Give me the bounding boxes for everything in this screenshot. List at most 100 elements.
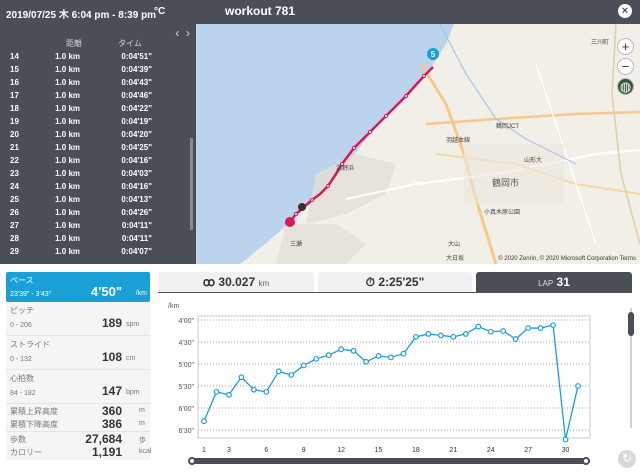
stride-stat[interactable]: ストライド 0 - 132 108 cm	[6, 336, 150, 370]
pace-data-point[interactable]	[338, 346, 345, 353]
lap-time: 0:04'11"	[121, 234, 152, 243]
pace-data-point[interactable]	[537, 325, 544, 331]
pace-data-point[interactable]	[413, 333, 419, 340]
chevron-right-icon[interactable]: ›	[186, 26, 190, 40]
pace-data-point[interactable]	[288, 372, 295, 378]
route-map[interactable]: 5 三川町 鶴岡JCT 山形大 鶴岡市 湯野浜 小真木原公園 大山 三瀬 大日坂…	[196, 24, 640, 264]
lap-number: 25	[10, 195, 19, 204]
map-layer-icon[interactable]: ◍	[617, 78, 634, 95]
vscroll-thumb[interactable]	[628, 312, 634, 336]
pace-data-point[interactable]	[425, 331, 432, 337]
pace-data-point[interactable]	[400, 350, 407, 357]
lap-number: 21	[10, 143, 19, 152]
range-start-handle[interactable]	[188, 457, 196, 465]
lap-number: 18	[10, 104, 19, 113]
chart-y-tick-label: 4'30"	[178, 340, 194, 347]
lap-row[interactable]: 23 1.0 km 0:04'03"	[0, 168, 196, 181]
lap-row[interactable]: 25 1.0 km 0:04'13"	[0, 194, 196, 207]
steps-value: 27,684	[85, 432, 122, 446]
lap-time: 0:04'22"	[121, 104, 152, 113]
pace-data-point[interactable]	[475, 323, 482, 330]
pace-data-point[interactable]	[388, 354, 394, 361]
steps-label: 歩数	[10, 435, 26, 444]
terrain-area	[306, 154, 396, 224]
pace-data-point[interactable]	[275, 368, 282, 375]
pace-data-point[interactable]	[350, 347, 357, 354]
pace-data-point[interactable]	[487, 328, 494, 335]
heart-rate-stat[interactable]: 心拍数 84 - 182 147 bpm	[6, 370, 150, 404]
pace-data-point[interactable]	[512, 336, 519, 342]
pace-data-point[interactable]	[238, 374, 245, 381]
chart-vertical-scrollbar[interactable]	[628, 308, 634, 428]
tab-time[interactable]: ⏱ 2:25'25"	[318, 272, 472, 292]
pace-data-point[interactable]	[201, 418, 207, 425]
lap-number: 14	[10, 52, 19, 61]
pace-data-point[interactable]	[263, 388, 270, 395]
lap-row[interactable]: 17 1.0 km 0:04'46"	[0, 90, 196, 103]
tab-distance[interactable]: ꝏ 30.027 km	[158, 272, 314, 292]
pace-value: 4'50"	[91, 284, 122, 299]
road	[611, 24, 640, 245]
pace-data-point[interactable]	[250, 386, 257, 393]
steps-calories-stat[interactable]: 歩数 27,684 歩 カロリー 1,191 kcal	[6, 432, 151, 460]
chart-y-tick-label: 5'30"	[178, 384, 194, 391]
heart-rate-label: 心拍数	[10, 374, 34, 383]
pace-data-point[interactable]	[525, 325, 532, 331]
pace-data-point[interactable]	[500, 328, 507, 334]
pace-data-point[interactable]	[437, 332, 444, 339]
lap-row[interactable]: 22 1.0 km 0:04'16"	[0, 155, 196, 168]
chevron-left-icon[interactable]: ‹	[175, 26, 180, 40]
chart-range-slider[interactable]	[188, 457, 590, 465]
lap-row[interactable]: 28 1.0 km 0:04'11"	[0, 233, 196, 246]
close-icon[interactable]: ×	[618, 4, 632, 18]
lap-row[interactable]: 20 1.0 km 0:04'20"	[0, 129, 196, 142]
pace-data-point[interactable]	[325, 352, 332, 359]
pace-data-point[interactable]	[363, 358, 369, 365]
lap-row[interactable]: 16 1.0 km 0:04'43"	[0, 77, 196, 90]
lap-row[interactable]: 21 1.0 km 0:04'25"	[0, 142, 196, 155]
pace-data-point[interactable]	[550, 322, 556, 329]
pitch-stat[interactable]: ピッチ 0 - 206 189 spm	[6, 302, 150, 336]
pitch-value: 189	[101, 316, 122, 330]
lap-time: 0:04'03"	[121, 169, 152, 178]
pace-data-point[interactable]	[462, 331, 469, 337]
lap-row[interactable]: 18 1.0 km 0:04'22"	[0, 103, 196, 116]
lap-row[interactable]: 24 1.0 km 0:04'16"	[0, 181, 196, 194]
chart-x-tick-label: 24	[487, 447, 495, 454]
zoom-in-button[interactable]: +	[617, 38, 634, 55]
pace-stat[interactable]: ペース 23'39" - 3'43" 4'50" /km	[6, 272, 150, 302]
lap-row[interactable]: 15 1.0 km 0:04'39"	[0, 64, 196, 77]
pace-range: 23'39" - 3'43"	[10, 291, 52, 298]
tab-lap[interactable]: LAP 31	[476, 272, 632, 292]
zoom-out-button[interactable]: −	[617, 58, 634, 75]
pace-chart[interactable]: /km 4'00" 4'30" 5'00" 5'30" 6'00" 6'30" 1 3 6 9 12 1…	[160, 296, 618, 466]
start-marker[interactable]	[427, 48, 439, 60]
end-marker[interactable]	[285, 217, 295, 227]
svg-text:羽越本線: 羽越本線	[446, 136, 470, 144]
lap-row[interactable]: 29 1.0 km 0:04'07"	[0, 246, 196, 259]
pace-data-point[interactable]	[575, 383, 581, 389]
pace-data-point[interactable]	[562, 436, 569, 443]
pitch-label: ピッチ	[10, 306, 34, 315]
chart-y-tick-label: 6'00"	[178, 406, 194, 413]
pace-data-point[interactable]	[313, 355, 320, 362]
lap-scrollbar[interactable]	[190, 138, 193, 230]
lap-row[interactable]: 14 1.0 km 0:04'51"	[0, 51, 196, 64]
range-end-handle[interactable]	[582, 457, 590, 465]
elevation-stat[interactable]: 累積上昇高度 360 m 累積下降高度 386 m	[6, 404, 150, 432]
lap-table-header: 距離 タイム	[0, 38, 196, 50]
chart-y-unit: /km	[168, 303, 179, 310]
reset-zoom-icon[interactable]: ↻	[618, 450, 636, 468]
lap-row[interactable]: 27 1.0 km 0:04'11"	[0, 220, 196, 233]
lap-row[interactable]: 19 1.0 km 0:04'19"	[0, 116, 196, 129]
pace-data-point[interactable]	[226, 391, 232, 398]
svg-text:鶴岡市: 鶴岡市	[492, 177, 519, 188]
lap-row[interactable]: 26 1.0 km 0:04'26"	[0, 207, 196, 220]
map-copyright: © 2020 Zenrin, © 2020 Microsoft Corporat…	[498, 256, 636, 262]
lap-distance: 1.0 km	[55, 221, 80, 230]
pace-data-point[interactable]	[375, 353, 382, 359]
pace-data-point[interactable]	[213, 388, 220, 395]
pace-data-point[interactable]	[450, 333, 457, 340]
pace-data-point[interactable]	[300, 362, 307, 369]
tab-underline	[158, 292, 632, 293]
